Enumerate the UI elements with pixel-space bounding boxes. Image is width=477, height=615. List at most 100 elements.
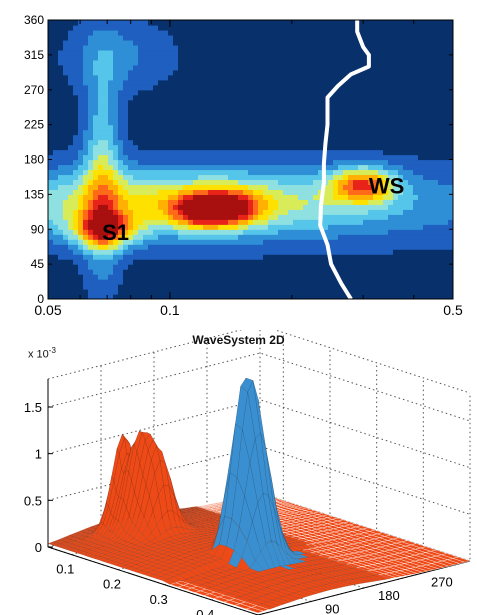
contour-cell xyxy=(103,64,109,71)
contour-cell xyxy=(163,54,169,61)
contour-cell xyxy=(138,64,144,71)
contour-cell xyxy=(238,269,244,275)
contour-cell xyxy=(253,129,259,136)
contour-cell xyxy=(188,274,194,280)
contour-cell xyxy=(233,269,239,275)
contour-cell xyxy=(218,259,224,265)
contour-cell xyxy=(98,94,104,101)
contour-cell xyxy=(288,144,294,151)
contour-cell xyxy=(273,124,279,131)
contour-cell xyxy=(448,204,453,210)
contour-cell xyxy=(438,239,444,245)
contour-cell xyxy=(323,284,329,290)
contour-cell xyxy=(353,144,359,151)
contour-cell xyxy=(308,269,314,275)
contour-cell xyxy=(423,289,429,295)
contour-cell xyxy=(133,279,139,285)
contour-cell xyxy=(248,269,254,275)
contour-cell xyxy=(333,229,339,235)
contour-cell xyxy=(388,144,394,151)
contour-cell xyxy=(138,249,144,255)
contour-cell xyxy=(338,119,344,126)
contour-cell xyxy=(68,44,74,51)
contour-cell xyxy=(388,189,394,195)
contour-cell xyxy=(288,74,294,81)
contour-cell xyxy=(138,239,144,245)
contour-cell xyxy=(293,264,299,270)
contour-cell xyxy=(173,234,179,240)
contour-cell xyxy=(263,154,269,161)
contour-cell xyxy=(443,59,449,66)
contour-cell xyxy=(133,294,139,299)
contour-cell xyxy=(183,179,189,186)
contour-cell xyxy=(283,219,289,225)
contour-cell xyxy=(178,224,184,230)
contour-cell xyxy=(338,214,344,220)
contour-cell xyxy=(303,49,309,56)
contour-cell xyxy=(428,284,434,290)
contour-cell xyxy=(168,289,174,295)
contour-cell xyxy=(73,69,79,76)
contour-cell xyxy=(218,69,224,76)
contour-cell xyxy=(108,74,114,81)
contour-cell xyxy=(443,194,449,200)
contour-cell xyxy=(368,294,374,299)
contour-cell xyxy=(253,74,259,81)
contour-cell xyxy=(338,104,344,111)
contour-cell xyxy=(93,109,99,116)
contour-cell xyxy=(128,64,134,71)
contour-cell xyxy=(108,229,114,235)
contour-cell xyxy=(68,64,74,71)
contour-cell xyxy=(343,274,349,280)
contour-cell xyxy=(273,94,279,101)
contour-cell xyxy=(388,134,394,141)
contour-cell xyxy=(73,214,79,220)
contour-cell xyxy=(283,94,289,101)
contour-cell xyxy=(288,89,294,96)
contour-cell xyxy=(383,189,389,195)
contour-cell xyxy=(428,74,434,81)
contour-cell xyxy=(108,34,114,41)
contour-cell xyxy=(383,29,389,36)
contour-cell xyxy=(438,244,444,250)
contour-cell xyxy=(413,174,419,181)
contour-cell xyxy=(113,94,119,101)
contour-cell xyxy=(448,134,453,141)
contour-cell xyxy=(203,204,209,210)
contour-cell xyxy=(208,74,214,81)
contour-cell xyxy=(413,49,419,56)
contour-cell xyxy=(188,154,194,161)
contour-cell xyxy=(53,119,59,126)
contour-cell xyxy=(73,174,79,181)
contour-cell xyxy=(263,79,269,86)
contour-cell xyxy=(263,109,269,116)
contour-cell xyxy=(268,229,274,235)
contour-cell xyxy=(443,134,449,141)
contour-cell xyxy=(358,54,364,61)
contour-cell xyxy=(113,54,119,61)
contour-cell xyxy=(123,134,129,141)
contour-cell xyxy=(303,129,309,136)
contour-cell xyxy=(203,44,209,51)
contour-cell xyxy=(198,54,204,61)
contour-cell xyxy=(253,24,259,31)
contour-cell xyxy=(373,214,379,220)
contour-cell xyxy=(248,84,254,91)
contour-cell xyxy=(343,184,349,190)
contour-cell xyxy=(393,219,399,225)
contour-cell xyxy=(358,274,364,280)
contour-cell xyxy=(148,214,154,220)
contour-cell xyxy=(63,289,69,295)
contour-cell xyxy=(218,169,224,176)
contour-cell xyxy=(113,159,119,166)
contour-cell xyxy=(338,69,344,76)
contour-cell xyxy=(198,284,204,290)
contour-cell xyxy=(323,20,329,26)
contour-cell xyxy=(113,174,119,181)
contour-cell xyxy=(423,194,429,200)
contour-cell xyxy=(358,49,364,56)
contour-cell xyxy=(293,79,299,86)
contour-cell xyxy=(108,69,114,76)
contour-cell xyxy=(393,284,399,290)
contour-cell xyxy=(323,194,329,200)
